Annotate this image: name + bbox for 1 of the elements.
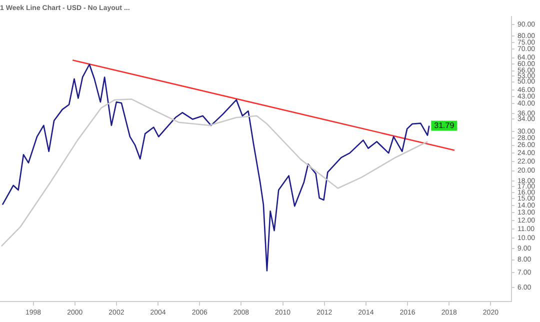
annotation: 31.79 bbox=[434, 120, 455, 130]
